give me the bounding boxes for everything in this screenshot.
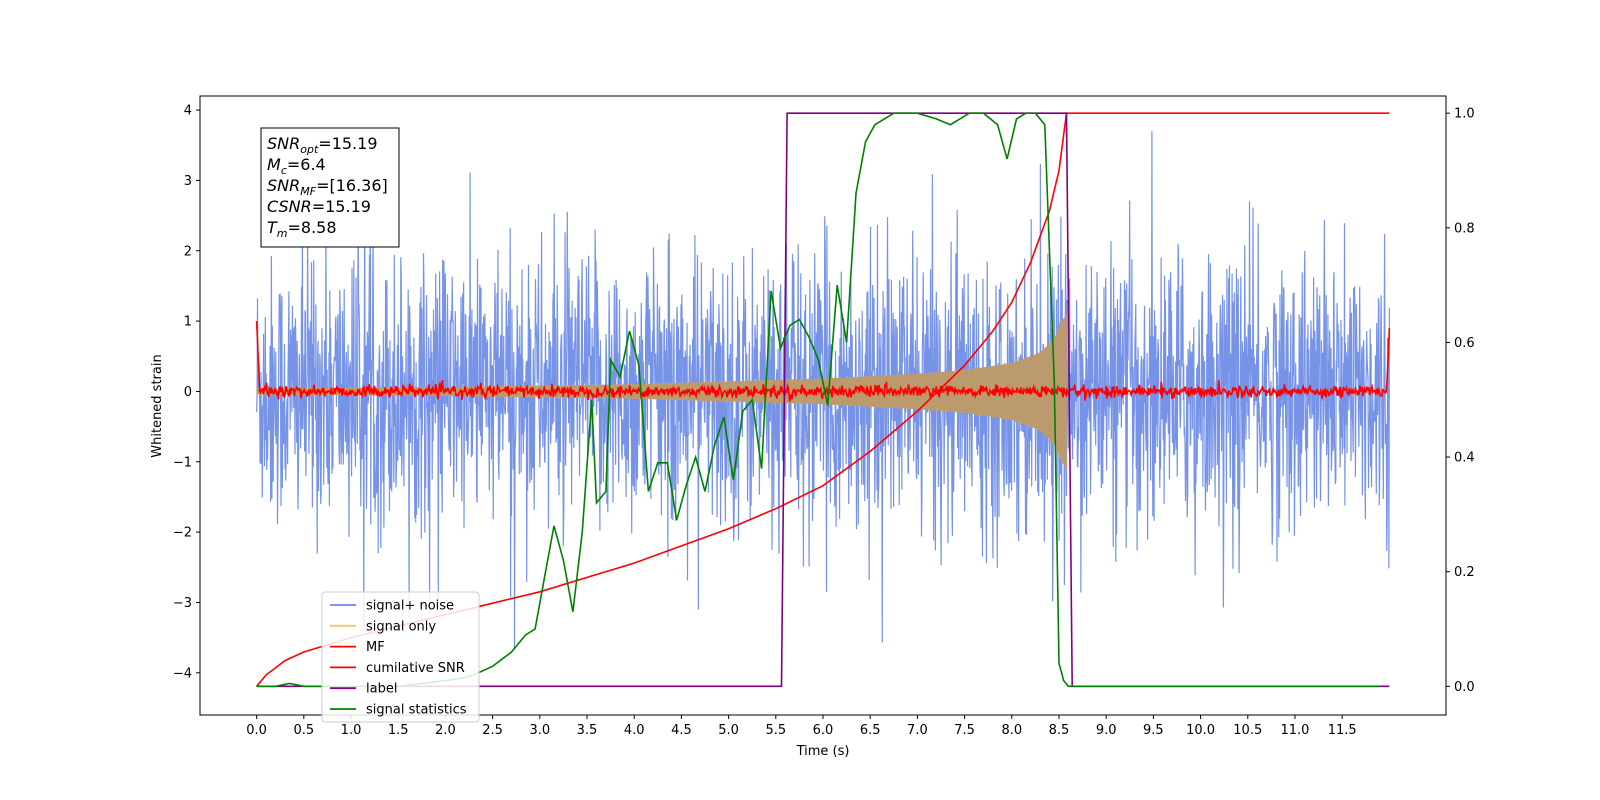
stats-line: SNRMF=[16.36]	[267, 176, 388, 198]
x-tick-label: 10.0	[1186, 723, 1215, 738]
legend-entry-label: signal statistics	[366, 703, 467, 718]
x-tick-label: 8.0	[1001, 723, 1022, 738]
y-tick-label: 3	[184, 174, 192, 189]
x-axis: 0.0 0.5 1.0 1.5 2.0 2.5 3.0 3.5 4.0 4.5 5.0 5.5 6.0 6…	[246, 715, 1357, 738]
y-right-tick-label: 0.8	[1454, 221, 1475, 236]
x-tick-label: 9.5	[1143, 723, 1164, 738]
x-tick-label: 6.0	[813, 723, 834, 738]
stats-box-frame	[260, 127, 400, 248]
x-tick-label: 5.5	[765, 723, 786, 738]
x-tick-label: 8.5	[1049, 723, 1070, 738]
stat-symbol: SNR	[267, 134, 300, 153]
stat-subscript: m	[277, 227, 288, 240]
x-axis-label: Time (s)	[796, 744, 850, 759]
y-tick-label: 2	[184, 244, 192, 259]
x-tick-label: 0.0	[246, 723, 267, 738]
x-tick-label: 2.5	[482, 723, 503, 738]
stat-subscript: MF	[300, 185, 316, 198]
stats-annotation-box: SNRopt=15.19Mc=6.4SNRMF=[16.36]CSNR=15.1…	[260, 127, 400, 248]
stat-symbol: M	[267, 155, 281, 174]
x-tick-label: 7.5	[954, 723, 975, 738]
x-tick-label: 11.5	[1328, 723, 1357, 738]
stats-line: Mc=6.4	[267, 155, 326, 177]
stats-line: SNRopt=15.19	[267, 134, 378, 156]
x-tick-label: 3.0	[529, 723, 550, 738]
x-tick-label: 4.5	[671, 723, 692, 738]
series-cumulative-snr-line	[255, 112, 1390, 687]
stats-line: Tm=8.58	[267, 218, 337, 240]
legend-entry-label: cumilative SNR	[366, 661, 465, 676]
x-tick-label: 11.0	[1280, 723, 1309, 738]
legend-frame	[321, 591, 480, 723]
y-right-tick-label: 0.6	[1454, 336, 1475, 351]
stat-value: =[16.36]	[316, 176, 388, 195]
y-tick-label: −2	[173, 526, 192, 541]
x-tick-label: 5.0	[718, 723, 739, 738]
stats-line: CSNR=15.19	[267, 197, 371, 216]
y-tick-label: 1	[184, 315, 192, 330]
y-axis-left: −4 −3 −2 −1 0 1 2 3 4	[173, 104, 200, 681]
y-right-tick-label: 1.0	[1454, 107, 1475, 122]
x-tick-label: 0.5	[293, 723, 314, 738]
y-axis-label: Whitened strain	[150, 354, 165, 457]
stat-symbol: SNR	[267, 176, 300, 195]
x-tick-label: 2.0	[435, 723, 456, 738]
y-right-tick-label: 0.0	[1454, 680, 1475, 695]
x-tick-label: 9.0	[1096, 723, 1117, 738]
stat-symbol: T	[267, 218, 278, 237]
x-tick-label: 1.5	[388, 723, 409, 738]
stat-symbol: CSNR	[267, 197, 312, 216]
stat-subscript: c	[281, 164, 287, 177]
y-tick-label: −3	[173, 596, 192, 611]
series-signal-statistics-line	[256, 112, 1380, 688]
y-right-tick-label: 0.4	[1454, 451, 1475, 466]
y-tick-label: −1	[173, 455, 192, 470]
legend-entry-label: signal only	[366, 619, 436, 634]
stat-subscript: opt	[300, 143, 319, 156]
x-tick-label: 1.0	[341, 723, 362, 738]
stat-value: =15.19	[318, 134, 377, 153]
series-mf-line	[255, 321, 1391, 402]
y-axis-right: 0.0 0.2 0.4 0.6 0.8 1.0	[1446, 107, 1475, 695]
x-tick-label: 4.0	[624, 723, 645, 738]
x-tick-label: 3.5	[577, 723, 598, 738]
y-tick-label: 0	[184, 385, 192, 400]
stat-value: =6.4	[287, 155, 326, 174]
y-tick-label: −4	[173, 666, 192, 681]
x-tick-label: 6.5	[860, 723, 881, 738]
x-tick-label: 10.5	[1233, 723, 1262, 738]
series-layer	[255, 112, 1391, 688]
legend: signal+ noise signal only MF cumilative SNR…	[321, 591, 480, 723]
stat-value: =8.58	[288, 218, 337, 237]
legend-entry-label: MF	[366, 640, 385, 655]
y-right-tick-label: 0.2	[1454, 565, 1475, 580]
y-tick-label: 4	[184, 104, 192, 119]
legend-entry-label: label	[366, 682, 397, 697]
series-signal-noise-line	[256, 131, 1390, 649]
x-tick-label: 7.0	[907, 723, 928, 738]
stat-value: =15.19	[312, 197, 371, 216]
legend-entry-label: signal+ noise	[366, 599, 454, 614]
